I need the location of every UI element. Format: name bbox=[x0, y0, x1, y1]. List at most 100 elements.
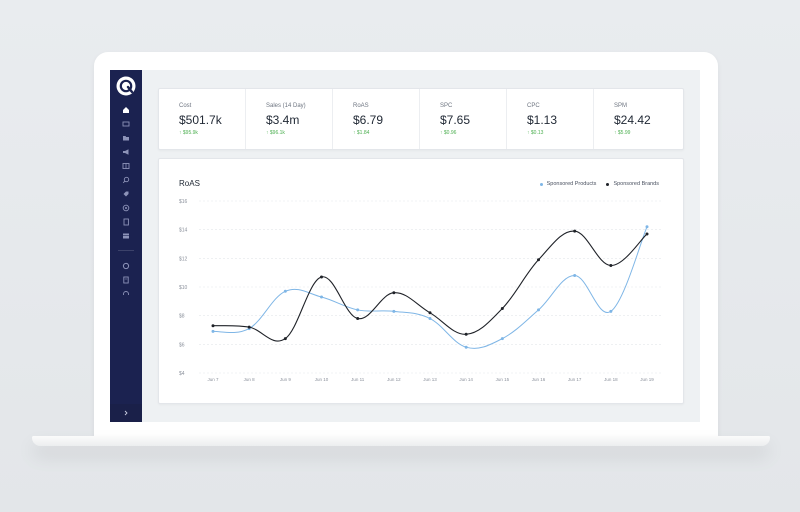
table-icon[interactable] bbox=[120, 230, 132, 242]
folder-icon[interactable] bbox=[120, 132, 132, 144]
kpi-value: $501.7k bbox=[179, 113, 222, 127]
data-point-sponsored-brands[interactable] bbox=[428, 311, 432, 315]
kpi-label: Sales (14 Day) bbox=[266, 103, 306, 109]
data-point-sponsored-brands[interactable] bbox=[464, 332, 468, 336]
data-point-sponsored-products[interactable] bbox=[645, 225, 649, 229]
collapse-sidebar-button[interactable] bbox=[110, 404, 142, 422]
sidebar bbox=[110, 70, 142, 422]
kpi-roas[interactable]: RoAS $6.79 ↑ $1.84 bbox=[333, 89, 420, 149]
data-point-sponsored-brands[interactable] bbox=[573, 229, 577, 233]
roas-chart-card: RoAS Sponsored Products Sponsored Brands… bbox=[158, 158, 684, 404]
legend-sponsored-brands[interactable]: Sponsored Brands bbox=[606, 181, 659, 187]
data-point-sponsored-brands[interactable] bbox=[645, 232, 649, 236]
x-tick-label: Jun 10 bbox=[315, 377, 329, 382]
data-point-sponsored-brands[interactable] bbox=[247, 325, 251, 329]
tag-icon[interactable] bbox=[120, 188, 132, 200]
chart-title: RoAS bbox=[179, 179, 200, 188]
y-tick-label: $4 bbox=[179, 371, 185, 377]
kpi-delta: ↑ $0.96 bbox=[440, 130, 457, 136]
y-tick-label: $16 bbox=[179, 199, 188, 205]
dashboard-icon[interactable] bbox=[120, 118, 132, 130]
kpi-value: $1.13 bbox=[527, 113, 558, 127]
kpi-cost[interactable]: Cost $501.7k ↑ $95.9k bbox=[159, 89, 246, 149]
support-icon[interactable] bbox=[120, 288, 132, 300]
laptop-base bbox=[32, 436, 770, 446]
x-tick-label: Jun 12 bbox=[387, 377, 401, 382]
data-point-sponsored-brands[interactable] bbox=[609, 264, 613, 267]
x-tick-label: Jun 18 bbox=[604, 377, 618, 382]
report-icon[interactable] bbox=[120, 274, 132, 286]
data-point-sponsored-products[interactable] bbox=[320, 295, 323, 299]
data-point-sponsored-products[interactable] bbox=[573, 274, 577, 278]
search-icon[interactable] bbox=[120, 174, 132, 186]
data-point-sponsored-products[interactable] bbox=[537, 308, 540, 312]
data-point-sponsored-brands[interactable] bbox=[211, 324, 215, 328]
data-point-sponsored-products[interactable] bbox=[283, 289, 287, 293]
data-point-sponsored-products[interactable] bbox=[609, 309, 613, 313]
legend-sponsored-products[interactable]: Sponsored Products bbox=[539, 181, 597, 187]
kpi-spc[interactable]: SPC $7.65 ↑ $0.96 bbox=[420, 89, 507, 149]
kpi-card: Cost $501.7k ↑ $95.9k Sales (14 Day) $3.… bbox=[158, 88, 684, 150]
roas-line-chart: $4 $6 $8 $10 $12 $14 $16 Jun 7 Jun 8 Jun 9 Jun 10 J… bbox=[179, 199, 662, 382]
kpi-cpc[interactable]: CPC $1.13 ↑ $0.13 bbox=[507, 89, 594, 149]
kpi-value: $6.79 bbox=[353, 113, 384, 127]
kpi-label: Cost bbox=[179, 103, 192, 109]
sidebar-divider bbox=[118, 250, 134, 251]
y-tick-label: $10 bbox=[179, 285, 188, 291]
legend-label: Sponsored Products bbox=[546, 181, 597, 187]
kpi-sales[interactable]: Sales (14 Day) $3.4m ↑ $96.1k bbox=[246, 89, 333, 149]
data-point-sponsored-brands[interactable] bbox=[356, 317, 360, 321]
x-tick-label: Jun 8 bbox=[244, 377, 256, 382]
data-point-sponsored-products[interactable] bbox=[356, 308, 360, 312]
x-tick-label: Jun 16 bbox=[532, 377, 546, 382]
settings-icon[interactable] bbox=[120, 260, 132, 272]
data-point-sponsored-products[interactable] bbox=[428, 317, 432, 321]
home-icon[interactable] bbox=[120, 104, 132, 116]
kpi-label: RoAS bbox=[353, 103, 369, 109]
kpi-value: $24.42 bbox=[614, 113, 651, 127]
x-tick-label: Jun 15 bbox=[496, 377, 510, 382]
y-tick-label: $14 bbox=[179, 228, 188, 234]
legend-marker bbox=[606, 182, 610, 186]
x-tick-label: Jun 14 bbox=[459, 377, 473, 382]
chart-legend: Sponsored Products Sponsored Brands bbox=[530, 181, 659, 187]
kpi-delta: ↑ $96.1k bbox=[266, 130, 285, 136]
kpi-label: SPC bbox=[440, 103, 453, 109]
kpi-value: $7.65 bbox=[440, 113, 471, 127]
data-point-sponsored-products[interactable] bbox=[211, 329, 215, 333]
kpi-value: $3.4m bbox=[266, 113, 300, 127]
y-tick-label: $6 bbox=[179, 342, 185, 348]
megaphone-icon[interactable] bbox=[120, 146, 132, 158]
kpi-delta: ↑ $0.13 bbox=[527, 130, 544, 136]
y-tick-label: $8 bbox=[179, 314, 185, 320]
logo-icon[interactable] bbox=[116, 76, 136, 96]
kpi-label: CPC bbox=[527, 103, 540, 109]
app-screen: Cost $501.7k ↑ $95.9k Sales (14 Day) $3.… bbox=[110, 70, 700, 422]
kpi-delta: ↑ $95.9k bbox=[179, 130, 198, 136]
kpi-spm[interactable]: SPM $24.42 ↑ $5.99 bbox=[594, 89, 681, 149]
data-point-sponsored-products[interactable] bbox=[500, 337, 504, 341]
data-point-sponsored-brands[interactable] bbox=[500, 307, 504, 310]
x-tick-label: Jun 17 bbox=[568, 377, 582, 382]
document-icon[interactable] bbox=[120, 216, 132, 228]
x-tick-label: Jun 9 bbox=[280, 377, 292, 382]
x-tick-label: Jun 7 bbox=[207, 377, 219, 382]
data-point-sponsored-brands[interactable] bbox=[537, 258, 540, 262]
data-point-sponsored-brands[interactable] bbox=[320, 275, 323, 279]
grid-icon[interactable] bbox=[120, 160, 132, 172]
data-point-sponsored-products[interactable] bbox=[464, 345, 468, 349]
kpi-delta: ↑ $1.84 bbox=[353, 130, 370, 136]
data-point-sponsored-products[interactable] bbox=[392, 309, 396, 313]
series-line-sponsored-brands[interactable] bbox=[212, 230, 648, 342]
x-tick-label: Jun 19 bbox=[640, 377, 654, 382]
series-line-sponsored-products[interactable] bbox=[212, 226, 648, 349]
data-point-sponsored-brands[interactable] bbox=[392, 291, 396, 295]
legend-marker bbox=[539, 182, 543, 186]
x-tick-label: Jun 13 bbox=[423, 377, 437, 382]
legend-label: Sponsored Brands bbox=[613, 181, 659, 187]
y-tick-label: $12 bbox=[179, 256, 188, 262]
target-icon[interactable] bbox=[120, 202, 132, 214]
data-point-sponsored-brands[interactable] bbox=[283, 337, 287, 341]
kpi-label: SPM bbox=[614, 103, 628, 109]
